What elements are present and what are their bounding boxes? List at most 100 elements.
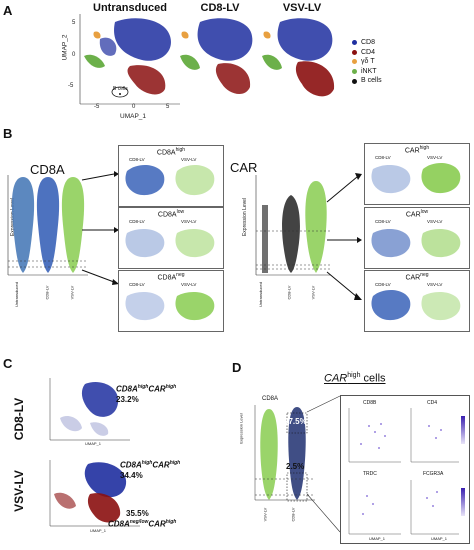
car-neg-box: CARneg CD8-LV VSV-LV (364, 270, 470, 332)
gene-cd4-label: CD4 (427, 400, 438, 406)
legend-gdt: γδ T (352, 57, 382, 67)
umap-x-label: UMAP_1 (120, 113, 147, 120)
car-high-lab2: VSV-LV (427, 155, 443, 160)
d-violin-title: CD8A (262, 396, 279, 402)
cd8a-high-title: CD8Ahigh (156, 147, 186, 157)
cd8a-neg-lab2: VSV-LV (181, 282, 197, 287)
cd8a-high-lab1: CD8-LV (129, 157, 145, 162)
legend-swatch-cd8 (352, 40, 357, 46)
umap-legend: CD8 CD4 γδ T iNKT B cells (352, 38, 382, 86)
legend-cd4: CD4 (352, 48, 382, 58)
cd8a-xlabel-untransduced: Untransduced (13, 282, 19, 307)
bcells-label: B cells (113, 86, 128, 92)
cd8a-low-lab1: CD8-LV (129, 219, 145, 224)
umap-title-vsvlv: VSV-LV (282, 2, 322, 14)
cd8a-high-box: CD8Ahigh CD8-LV VSV-LV (118, 145, 224, 207)
cd8a-neg-lab1: CD8-LV (129, 282, 145, 287)
car-xlabel-cd8lv: CD8-LV (286, 285, 292, 300)
car-violin-plot (255, 175, 331, 276)
umap-y-label: UMAP_2 (61, 34, 69, 61)
umap-title-untransduced: Untransduced (93, 2, 167, 14)
legend-swatch-gdt (352, 59, 357, 65)
d-pct-low: 2.5% (286, 462, 305, 471)
panel-c-row2-label: VSV-LV (11, 470, 26, 512)
panel-d-title: CARhigh cells (324, 372, 386, 385)
car-violin-ylabel: Expression Level (242, 197, 249, 237)
gene-fcgr3a-label: FCGR3A (423, 471, 444, 477)
cd8a-low-box: CD8Alow CD8-LV VSV-LV (118, 207, 224, 269)
car-low-lab1: CD8-LV (375, 219, 391, 224)
cd8a-violin-plot (7, 175, 88, 276)
umap-c-x1: UMAP_1 (85, 441, 102, 446)
umap-c-cd8lv (49, 378, 130, 441)
legend-label-bcells: B cells (361, 77, 382, 85)
cd8a-violin-title: CD8A (30, 162, 65, 177)
ytick-neg5: -5 (68, 83, 74, 89)
umap-c-x2: UMAP_1 (90, 528, 107, 533)
car-high-title: CARhigh (404, 145, 430, 155)
cd8a-neg-title: CD8Aneg (157, 272, 185, 282)
d-xlabel-cd8lv: CD8-LV (290, 507, 296, 522)
d-pct-high: 97.5% (284, 417, 307, 426)
legend-swatch-inkt (352, 69, 357, 75)
legend-label-cd4: CD4 (361, 48, 376, 56)
car-high-box: CARhigh CD8-LV VSV-LV (364, 143, 470, 205)
panel-c-pct2: 34.4% (120, 471, 143, 480)
d-xlabel-vsvlv: VSV-LV (262, 507, 268, 522)
panel-a-letter: A (3, 3, 13, 18)
cd8a-low-title: CD8Alow (157, 209, 185, 219)
car-neg-title: CARneg (405, 272, 429, 282)
legend-inkt: iNKT (352, 67, 382, 77)
car-xlabel-untransduced: Untransduced (257, 282, 263, 307)
panel-d-letter: D (232, 360, 242, 375)
xtick-5: 5 (166, 104, 170, 110)
gene-cd8b-label: CD8B (363, 400, 377, 406)
panel-c-pct1: 23.2% (116, 395, 139, 404)
car-low-title: CARlow (405, 209, 429, 219)
ytick-5: 5 (72, 20, 76, 26)
legend-label-inkt: iNKT (361, 67, 377, 75)
d-gene-grid: CD8B CD4 TRDC FCGR3A UMAP_1 UMAP_1 (340, 395, 470, 544)
car-violin-title: CAR (230, 160, 258, 175)
umap-untransduced (79, 14, 180, 105)
car-arrows (326, 173, 362, 300)
legend-cd8: CD8 (352, 38, 382, 48)
cd8a-high-lab2: VSV-LV (181, 157, 197, 162)
panel-c-pct3: 35.5% (126, 509, 149, 518)
car-low-box: CARlow CD8-LV VSV-LV (364, 207, 470, 269)
panel-b-letter: B (3, 126, 13, 141)
cd8a-neg-box: CD8Aneg CD8-LV VSV-LV (118, 270, 224, 332)
panel-c-ann2: CD8AhighCARhigh (120, 460, 181, 470)
legend-label-gdt: γδ T (361, 58, 375, 66)
cd8a-xlabel-vsvlv: VSV-LV (69, 285, 75, 300)
xtick-0: 0 (132, 104, 136, 110)
car-high-lab1: CD8-LV (375, 155, 391, 160)
cd8a-low-lab2: VSV-LV (181, 219, 197, 224)
panel-c-row1-label: CD8-LV (12, 397, 27, 441)
d-violin-ylabel: Expression Level (238, 413, 244, 444)
car-low-lab2: VSV-LV (427, 219, 443, 224)
panel-c-ann3: CD8Aneg/lowCARhigh (108, 519, 177, 529)
car-neg-lab1: CD8-LV (375, 282, 391, 287)
umap-cd8lv (180, 18, 253, 95)
legend-bcells: B cells (352, 76, 382, 86)
cd8a-arrows (81, 171, 119, 285)
legend-label-cd8: CD8 (361, 39, 376, 46)
umap-title-cd8lv: CD8-LV (200, 2, 240, 14)
cd8a-xlabel-cd8lv: CD8-LV (44, 285, 50, 300)
xtick-neg5: -5 (94, 104, 100, 110)
car-neg-lab2: VSV-LV (427, 282, 443, 287)
d-umap-x-label-2: UMAP_1 (431, 536, 448, 541)
ytick-0: 0 (72, 52, 76, 58)
legend-swatch-bcells (352, 78, 357, 84)
d-connector (306, 395, 341, 533)
legend-swatch-cd4 (352, 49, 357, 55)
panel-c-letter: C (3, 356, 13, 371)
umap-vsvlv (262, 18, 335, 97)
d-umap-x-label: UMAP_1 (369, 536, 386, 541)
panel-c-ann1: CD8AhighCARhigh (116, 384, 177, 394)
gene-trdc-label: TRDC (363, 471, 377, 477)
d-violin-plot (254, 405, 315, 502)
car-xlabel-vsvlv: VSV-LV (310, 285, 316, 300)
umap-c-vsvlv (49, 460, 140, 527)
